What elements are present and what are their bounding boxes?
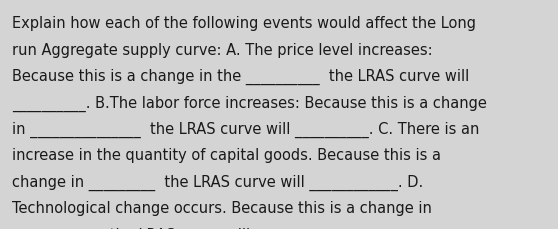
Text: change in _________  the LRAS curve will ____________. D.: change in _________ the LRAS curve will … (12, 174, 424, 190)
Text: Technological change occurs. Because this is a change in: Technological change occurs. Because thi… (12, 200, 432, 215)
Text: __________. B.The labor force increases: Because this is a change: __________. B.The labor force increases:… (12, 95, 487, 111)
Text: Explain how each of the following events would affect the Long: Explain how each of the following events… (12, 16, 477, 31)
Text: run Aggregate supply curve: A. The price level increases:: run Aggregate supply curve: A. The price… (12, 42, 433, 57)
Text: in _______________  the LRAS curve will __________. C. There is an: in _______________ the LRAS curve will _… (12, 121, 480, 137)
Text: increase in the quantity of capital goods. Because this is a: increase in the quantity of capital good… (12, 148, 441, 163)
Text: Because this is a change in the __________  the LRAS curve will: Because this is a change in the ________… (12, 69, 469, 85)
Text: ____________  the LRAS curve will ____________.: ____________ the LRAS curve will _______… (12, 227, 348, 229)
